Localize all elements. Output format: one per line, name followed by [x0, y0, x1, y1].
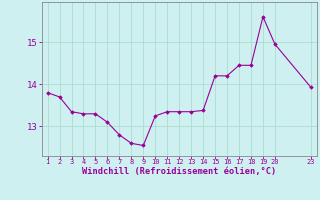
X-axis label: Windchill (Refroidissement éolien,°C): Windchill (Refroidissement éolien,°C) — [82, 167, 276, 176]
